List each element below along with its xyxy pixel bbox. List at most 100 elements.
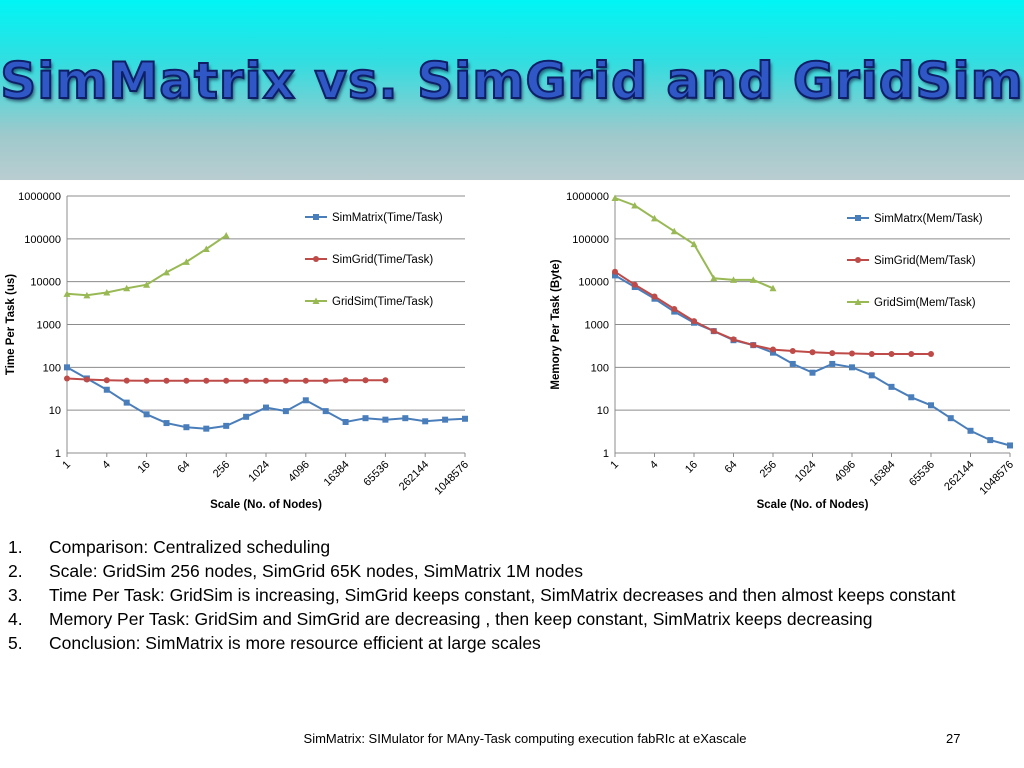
- data-point: [691, 318, 697, 325]
- data-point: [928, 402, 934, 409]
- x-tick-label: 256: [211, 459, 232, 480]
- data-point: [183, 377, 190, 384]
- data-point: [442, 416, 449, 423]
- bullet-item: 4. Memory Per Task: GridSim and SimGrid a…: [8, 607, 1014, 631]
- legend-label: SimMatrix(Time/Task): [332, 212, 443, 224]
- legend-label: GridSim(Time/Task): [332, 296, 433, 308]
- data-point: [282, 377, 289, 384]
- x-tick-label: 4096: [286, 459, 312, 485]
- data-point: [203, 425, 210, 432]
- data-point: [302, 377, 309, 384]
- data-point: [342, 418, 349, 425]
- x-tick-label: 65536: [361, 459, 391, 489]
- data-point: [947, 415, 954, 422]
- data-point: [402, 415, 409, 422]
- data-point: [362, 415, 369, 422]
- data-point: [362, 377, 369, 384]
- x-tick-label: 1024: [793, 459, 819, 485]
- x-axis-title: Scale (No. of Nodes): [757, 499, 869, 511]
- data-point: [64, 364, 70, 371]
- data-point: [163, 268, 170, 276]
- y-tick-label: 10000: [578, 277, 609, 289]
- x-tick-label: 64: [175, 459, 192, 476]
- data-point: [83, 376, 90, 383]
- data-point: [64, 375, 70, 382]
- bullet-number: 2.: [8, 561, 23, 581]
- y-tick-label: 10: [597, 405, 609, 417]
- legend-marker: [854, 298, 862, 305]
- bullet-number: 3.: [8, 585, 23, 605]
- bullet-text: Comparison: Centralized scheduling: [49, 537, 331, 557]
- bullet-number: 5.: [8, 633, 23, 653]
- data-point: [908, 350, 915, 357]
- y-tick-label: 10000: [30, 277, 61, 289]
- data-point: [143, 411, 150, 418]
- x-tick-label: 262144: [942, 459, 976, 493]
- data-point: [730, 336, 737, 343]
- x-tick-label: 16384: [868, 459, 898, 489]
- y-tick-label: 1000: [37, 320, 61, 332]
- y-tick-label: 1000000: [18, 191, 61, 203]
- x-tick-label: 1: [608, 459, 621, 472]
- bullet-item: 2. Scale: GridSim 256 nodes, SimGrid 65K …: [8, 559, 1014, 583]
- x-tick-label: 16384: [322, 459, 352, 489]
- bullet-text: Conclusion: SimMatrix is more resource e…: [49, 633, 541, 653]
- data-point: [222, 231, 230, 239]
- data-point: [908, 394, 915, 401]
- y-tick-label: 100000: [572, 234, 609, 246]
- data-point: [123, 377, 130, 384]
- x-tick-label: 1024: [246, 459, 272, 485]
- data-point: [868, 350, 875, 357]
- data-point: [651, 214, 658, 222]
- data-point: [671, 306, 678, 313]
- x-tick-label: 16: [683, 459, 700, 476]
- data-point: [789, 360, 796, 367]
- bullet-number: 1.: [8, 537, 23, 557]
- data-point: [63, 290, 71, 297]
- data-point: [282, 408, 289, 415]
- data-point: [651, 293, 658, 300]
- data-point: [83, 291, 91, 299]
- data-point: [809, 369, 816, 376]
- data-point: [868, 372, 875, 379]
- x-axis-title: Scale (No. of Nodes): [210, 499, 322, 511]
- data-point: [203, 377, 210, 384]
- data-point: [987, 437, 994, 444]
- y-tick-label: 10: [49, 405, 61, 417]
- data-point: [888, 350, 895, 357]
- x-tick-label: 1048576: [977, 459, 1016, 498]
- data-point: [750, 342, 757, 349]
- data-point: [730, 276, 737, 283]
- bullet-item: 1. Comparison: Centralized scheduling: [8, 535, 1014, 559]
- data-point: [143, 377, 150, 384]
- data-point: [612, 268, 618, 275]
- data-point: [829, 350, 836, 357]
- title-band: [0, 0, 1024, 180]
- data-point: [770, 346, 776, 353]
- y-tick-label: 1: [55, 448, 61, 460]
- bullet-number: 4.: [8, 609, 23, 629]
- data-point: [223, 377, 230, 384]
- data-point: [849, 364, 855, 371]
- x-tick-label: 256: [758, 459, 779, 480]
- x-tick-label: 4: [100, 459, 113, 472]
- y-axis-title: Memory Per Task (Byte): [550, 259, 562, 389]
- data-point: [263, 377, 269, 384]
- data-point: [1007, 442, 1013, 449]
- legend-marker: [855, 215, 861, 221]
- data-point: [163, 377, 170, 384]
- data-point: [123, 399, 130, 406]
- x-tick-label: 262144: [397, 459, 431, 493]
- legend-label: GridSim(Mem/Task): [874, 297, 976, 309]
- data-point: [710, 274, 718, 282]
- data-point: [928, 350, 934, 357]
- data-point: [182, 258, 190, 265]
- x-tick-label: 1: [60, 459, 73, 472]
- data-point: [611, 194, 619, 201]
- data-point: [103, 377, 110, 384]
- x-tick-label: 4: [648, 459, 661, 472]
- data-point: [223, 422, 230, 429]
- x-tick-label: 65536: [907, 459, 937, 489]
- data-point: [631, 202, 639, 209]
- y-tick-label: 100: [43, 362, 61, 374]
